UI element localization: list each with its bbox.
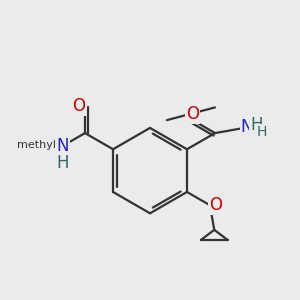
Text: O: O [209, 196, 222, 214]
Text: N: N [241, 118, 253, 136]
Text: H: H [256, 125, 267, 139]
Text: N: N [56, 137, 69, 155]
Text: methyl: methyl [16, 140, 56, 150]
Text: O: O [73, 97, 85, 115]
Text: H: H [250, 116, 263, 134]
Text: O: O [186, 105, 199, 123]
Text: H: H [56, 154, 69, 172]
